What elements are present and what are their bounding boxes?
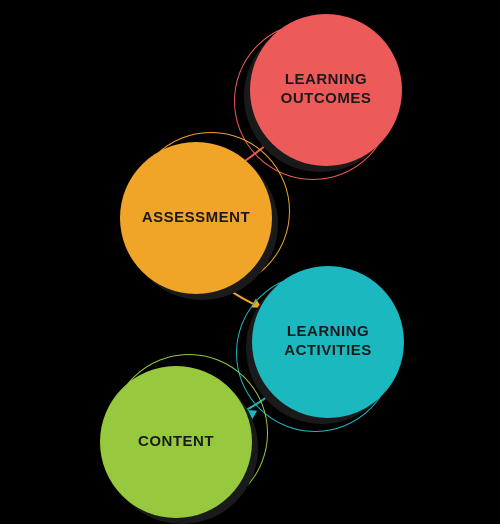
content-node: CONTENT: [100, 366, 252, 518]
outcomes-label: LEARNING OUTCOMES: [281, 71, 372, 109]
outcomes-node: LEARNING OUTCOMES: [250, 14, 402, 166]
activities-label: LEARNING ACTIVITIES: [284, 323, 372, 361]
assessment-node: ASSESSMENT: [120, 142, 272, 294]
activities-node: LEARNING ACTIVITIES: [252, 266, 404, 418]
content-label: CONTENT: [138, 433, 214, 452]
assessment-label: ASSESSMENT: [142, 209, 250, 228]
diagram-stage: LEARNING OUTCOMES ASSESSMENT LEARNING ACTI…: [0, 0, 500, 500]
